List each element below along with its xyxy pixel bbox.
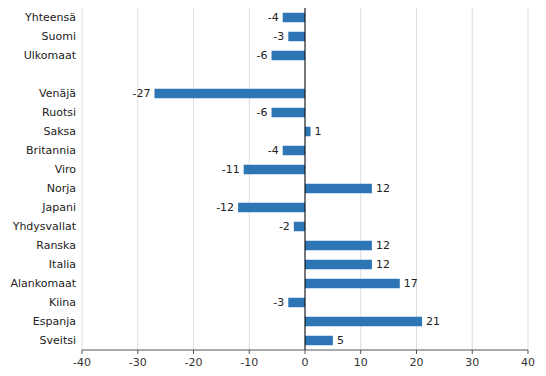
category-label: Norja — [47, 182, 76, 195]
category-label: Italia — [49, 258, 76, 271]
bar — [288, 298, 305, 308]
bar — [272, 108, 305, 118]
x-axis-line — [82, 350, 528, 351]
data-label: 12 — [376, 258, 390, 271]
data-label: -2 — [279, 220, 290, 233]
tick-label: 0 — [302, 356, 309, 369]
tick-label: 40 — [521, 356, 535, 369]
tick-label: 30 — [465, 356, 479, 369]
bar — [305, 260, 372, 270]
data-label: -3 — [273, 30, 284, 43]
data-label: -6 — [257, 106, 268, 119]
data-label: 5 — [337, 334, 344, 347]
tick-label: 20 — [410, 356, 424, 369]
bar — [305, 279, 400, 289]
bar — [305, 336, 333, 346]
category-label: Ruotsi — [42, 106, 76, 119]
category-label: Yhdysvallat — [12, 220, 77, 233]
category-label: Kiina — [49, 296, 76, 309]
tick-mark — [137, 350, 138, 354]
category-label: Espanja — [33, 315, 76, 328]
category-label: Ranska — [36, 239, 76, 252]
bar — [305, 317, 422, 327]
bars — [154, 13, 422, 346]
tick-mark — [193, 350, 194, 354]
tick-mark — [416, 350, 417, 354]
zero-line — [305, 8, 306, 350]
tick-label: -20 — [185, 356, 203, 369]
data-label: -6 — [257, 49, 268, 62]
data-label: -4 — [268, 144, 279, 157]
category-label: Saksa — [43, 125, 76, 138]
grid-line — [528, 8, 529, 350]
tick-label: -40 — [73, 356, 91, 369]
grid — [82, 8, 528, 350]
category-label: Yhteensä — [24, 11, 76, 24]
bar — [244, 165, 305, 175]
bar — [305, 184, 372, 194]
data-label: -3 — [273, 296, 284, 309]
tick-mark — [472, 350, 473, 354]
bar — [154, 89, 305, 99]
bar — [283, 13, 305, 23]
bar — [294, 222, 305, 232]
category-label: Viro — [55, 163, 77, 176]
chart: -40 -30 -20 -10 0 10 20 30 40 -4 -3 -6 -27 -6 1 -4 -11 12… — [0, 0, 546, 376]
grid-line — [249, 8, 250, 350]
data-label: -12 — [216, 201, 234, 214]
grid-line — [472, 8, 473, 350]
data-label: -11 — [222, 163, 240, 176]
tick-mark — [305, 350, 306, 354]
grid-line — [137, 8, 138, 350]
grid-line — [82, 8, 83, 350]
data-labels: -4 -3 -6 -27 -6 1 -4 -11 12 -12 -2 12 12 17 -3 21 5 — [133, 11, 441, 347]
bar — [238, 203, 305, 213]
category-label: Sveitsi — [40, 334, 76, 347]
tick-label: 10 — [354, 356, 368, 369]
tick-label: -10 — [240, 356, 258, 369]
grid-line — [416, 8, 417, 350]
tick-mark — [528, 350, 529, 354]
tick-mark — [249, 350, 250, 354]
data-label: -27 — [133, 87, 151, 100]
bar — [305, 241, 372, 251]
category-label: Ulkomaat — [24, 49, 77, 62]
data-label: 1 — [315, 125, 322, 138]
bar — [272, 51, 305, 61]
grid-line — [305, 8, 306, 350]
category-label: Britannia — [26, 144, 76, 157]
tick-mark — [360, 350, 361, 354]
data-label: 12 — [376, 182, 390, 195]
tick-mark — [82, 350, 83, 354]
category-label: Suomi — [42, 30, 76, 43]
chart-container: -40 -30 -20 -10 0 10 20 30 40 -4 -3 -6 -27 -6 1 -4 -11 12… — [0, 0, 546, 376]
tick-label: -30 — [129, 356, 147, 369]
category-label: Alankomaat — [10, 277, 76, 290]
data-label: -4 — [268, 11, 279, 24]
category-label: Japani — [41, 201, 76, 214]
data-label: 21 — [426, 315, 440, 328]
data-label: 12 — [376, 239, 390, 252]
bar — [288, 32, 305, 42]
data-label: 17 — [404, 277, 418, 290]
category-label: Venäjä — [39, 87, 76, 100]
bar — [305, 127, 311, 137]
bar — [283, 146, 305, 156]
grid-line — [360, 8, 361, 350]
grid-line — [193, 8, 194, 350]
